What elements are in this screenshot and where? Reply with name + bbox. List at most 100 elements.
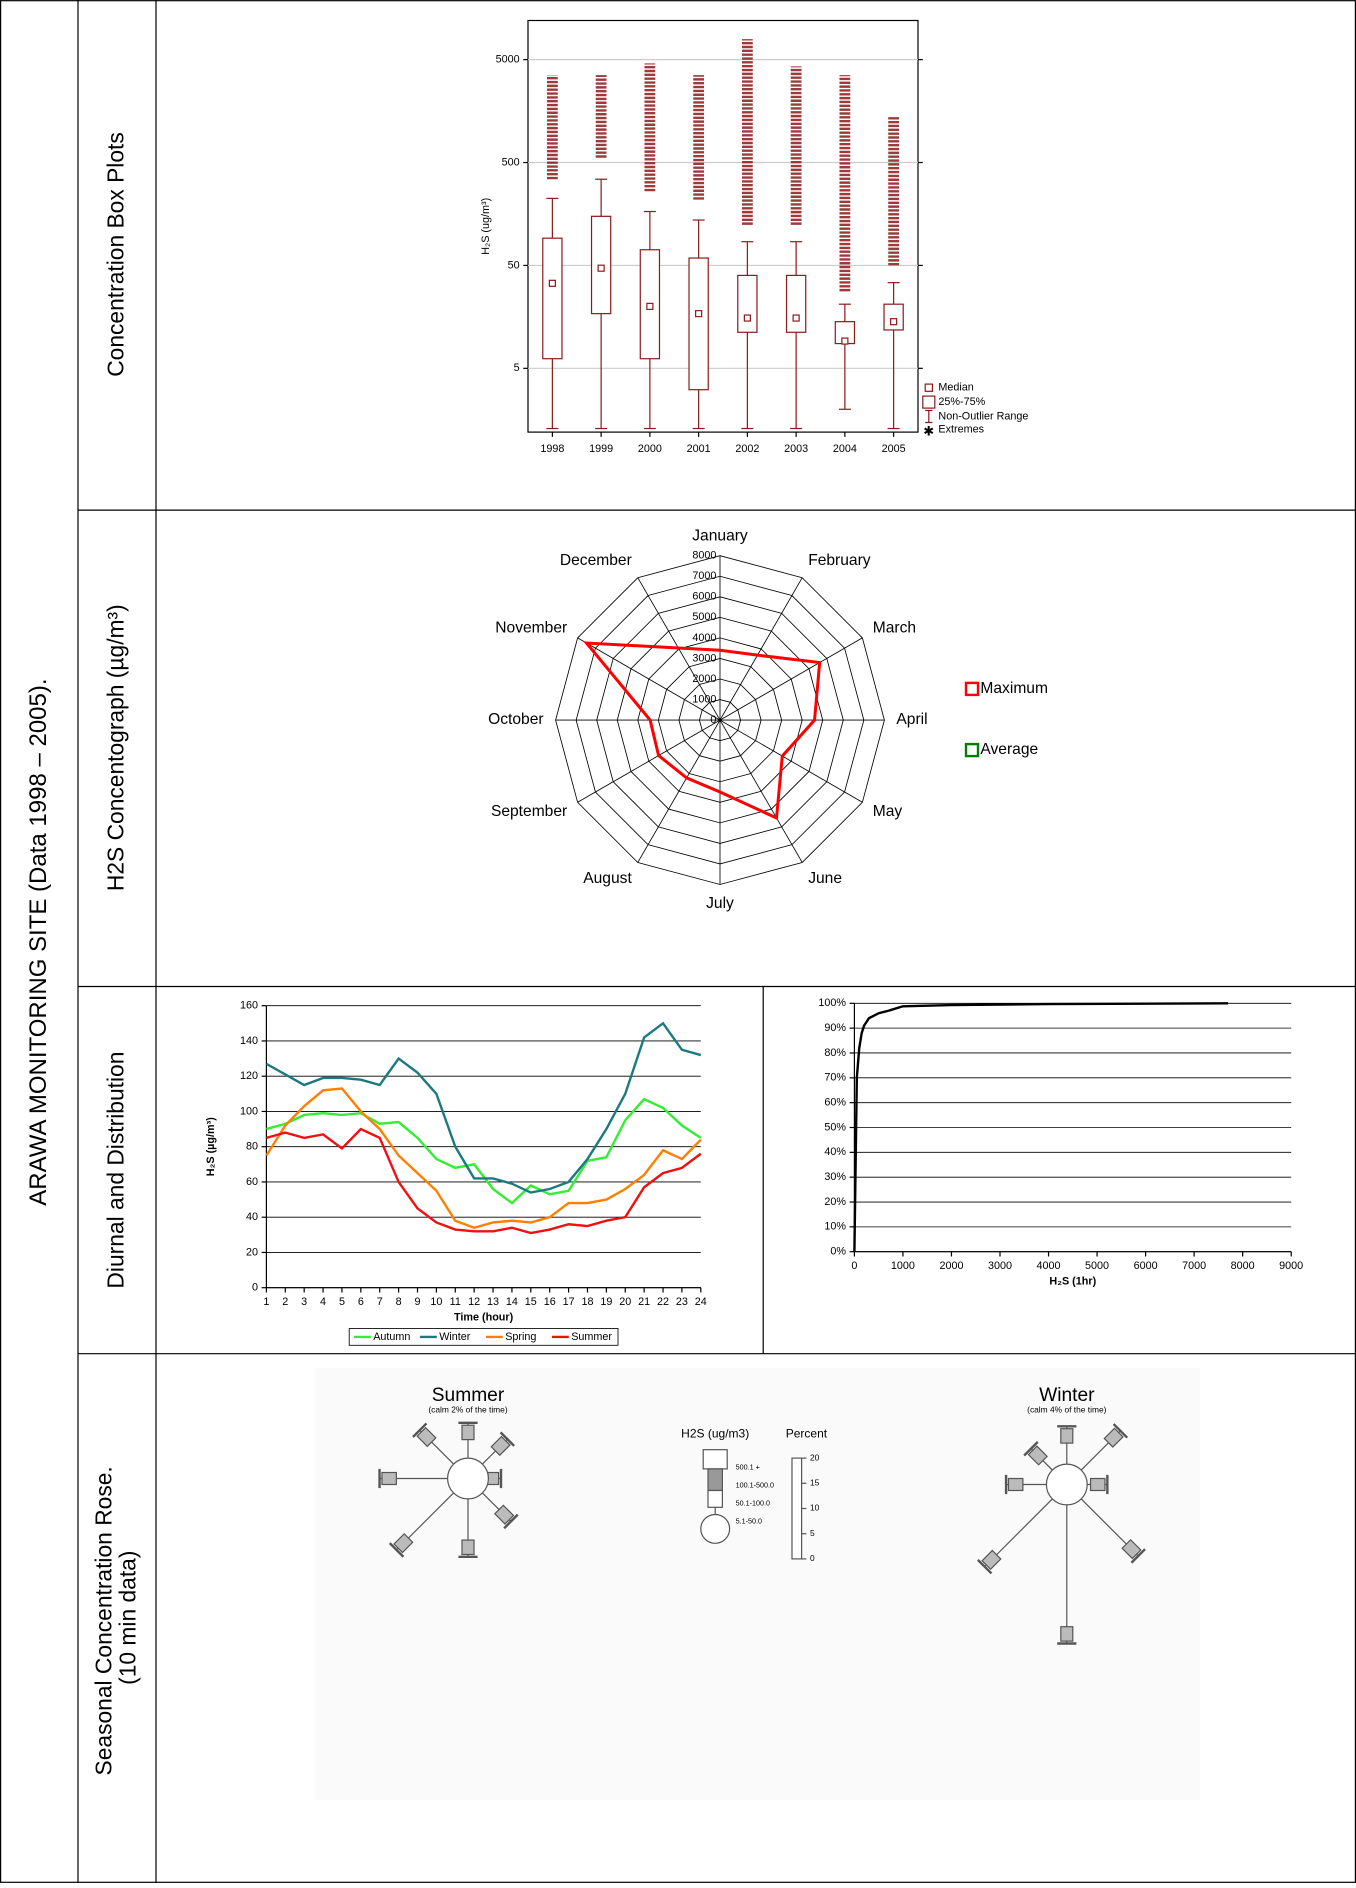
y-tick-label: 80% [824,1047,846,1059]
y-tick-label: 5000 [496,53,520,65]
rose-arm [388,1492,454,1558]
legend-label: 25%-75% [938,396,985,408]
arm-box [1089,1477,1106,1492]
y-tick-label: 30% [824,1171,846,1183]
r-tick-label: 8000 [692,550,716,562]
median [548,279,556,287]
arm-plate [977,1559,993,1575]
x-axis-label: Time (hour) [454,1312,514,1324]
rose-arm [458,1498,478,1559]
r-tick-label: 3000 [692,652,716,664]
legend-symbol [925,409,933,424]
y-axis-label: H₂S (ug/m³) [480,198,492,255]
percent-scale [791,1457,803,1560]
glyph-box [702,1449,728,1470]
median [646,302,654,310]
category-label: June [808,870,842,887]
box [785,274,807,333]
category-label: November [495,619,567,636]
x-tick-label: 20 [619,1296,631,1308]
rose-subtitle: (calm 4% of the time) [1027,1404,1106,1414]
legend-label: Median [938,382,973,394]
legend-label: Winter [439,1331,471,1343]
category-label: July [706,895,734,912]
category-label: August [583,870,632,887]
x-tick-label: 19 [600,1296,612,1308]
box [688,257,709,391]
r-tick-label: 6000 [692,591,716,603]
x-tick-label: 3 [301,1296,307,1308]
rose-arm [378,1468,448,1489]
glyph-box [707,1489,723,1508]
y-tick-label: 140 [240,1035,258,1047]
spoke [577,719,721,803]
legend-frame [348,1328,619,1346]
rose-arm [485,1468,503,1489]
arm-plate [503,1513,519,1530]
box [737,274,758,333]
x-tick-label: 1998 [540,443,564,455]
median [695,310,703,318]
spoke [637,719,721,863]
row-label-line: Seasonal Concentration Rose. [91,1466,117,1775]
spoke [719,577,803,721]
legend-title: Percent [786,1426,828,1440]
rose-arm [977,1498,1053,1575]
legend-label: Spring [505,1331,536,1343]
x-tick-label: 2000 [939,1260,963,1272]
x-tick-label: 17 [563,1296,575,1308]
x-tick-label: 0 [851,1260,857,1272]
arm-box [416,1426,437,1448]
x-tick-label: 5 [339,1296,345,1308]
rose-arm [1080,1423,1129,1471]
x-tick-label: 22 [657,1296,669,1308]
category-label: September [491,803,567,820]
category-label: April [896,711,927,728]
row-label: H2S Concentograph (µg/m³) [103,604,129,891]
category-label: December [560,552,632,569]
arm-plate [1112,1423,1129,1439]
x-axis-label: H₂S (1hr) [1049,1276,1096,1288]
glyph-circle [700,1513,731,1544]
y-tick-label: 10% [824,1221,846,1233]
arm-plate [1130,1548,1146,1564]
y-tick-label: 500 [502,156,520,168]
y-tick-label: 20 [246,1246,258,1258]
x-tick-label: 2004 [833,443,857,455]
x-tick-label: 7000 [1182,1260,1206,1272]
x-tick-label: 13 [487,1296,499,1308]
r-tick-label: 7000 [692,570,716,582]
arm-box [1027,1445,1048,1466]
legend-label: Extremes [938,424,984,436]
median [890,318,898,326]
y-tick-label: 50 [508,259,520,271]
spoke [719,637,863,721]
arm-box [1007,1477,1024,1492]
x-tick-label: 2003 [784,443,808,455]
y-tick-label: 40% [824,1146,846,1158]
x-tick-label: 6 [358,1296,364,1308]
rose-arm [1080,1498,1146,1564]
arm-box [461,1539,475,1556]
spoke [719,719,803,863]
series-line [265,1087,702,1230]
x-tick-label: 9 [414,1296,420,1308]
rose-subtitle: (calm 2% of the time) [428,1404,507,1414]
legend-class: 500.1 + [736,1463,760,1472]
glyph-box [707,1468,723,1492]
x-tick-label: 18 [581,1296,593,1308]
arm-plate [1023,1441,1039,1457]
arm-box [1103,1427,1124,1448]
rose-arm [1023,1441,1053,1471]
x-tick-label: 2 [282,1296,288,1308]
x-tick-label: 1999 [589,443,613,455]
y-tick-label: 100 [240,1105,258,1117]
arm-box [461,1424,475,1441]
rose-calm-circle [447,1457,489,1500]
legend-label: Maximum [980,680,1048,697]
x-tick-label: 14 [506,1296,518,1308]
y-tick-label: 20% [824,1196,846,1208]
rose-calm-circle [1045,1463,1088,1506]
